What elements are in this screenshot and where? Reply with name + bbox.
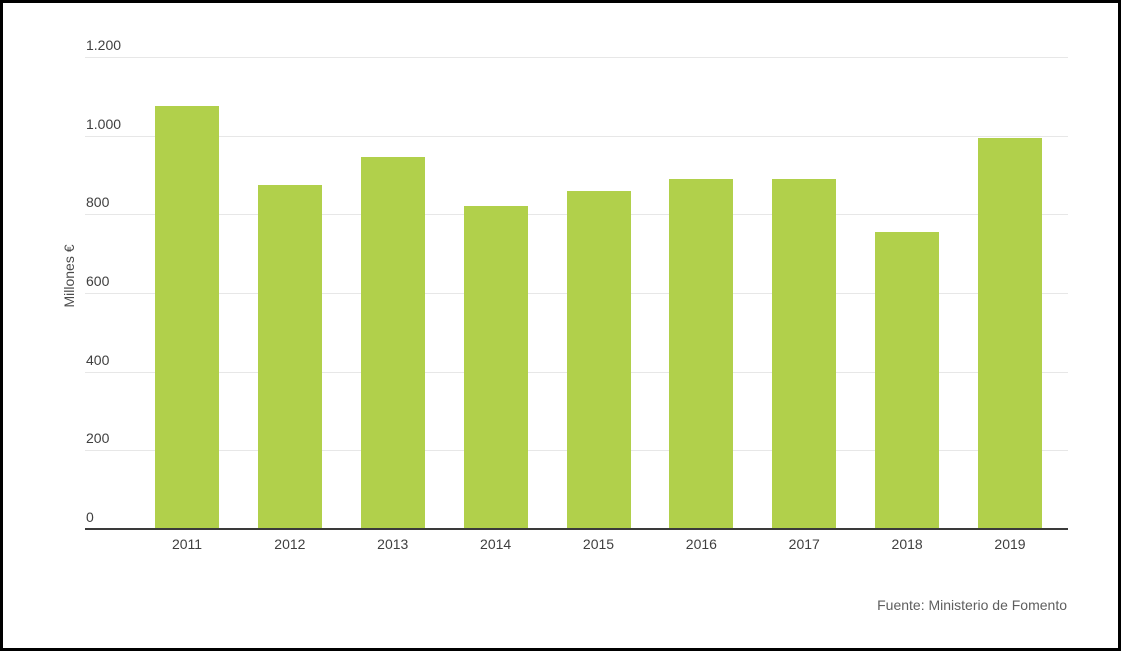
y-axis-tick-label: 200	[86, 430, 110, 447]
x-axis-tick-label: 2013	[377, 536, 409, 552]
y-axis-tick-label: 1.000	[86, 115, 122, 132]
x-axis-tick-label: 2014	[480, 536, 512, 552]
bar-2016	[669, 178, 734, 529]
bar-2019	[978, 137, 1042, 529]
bar-2018	[875, 232, 940, 529]
gridline	[85, 57, 1068, 58]
x-axis-tick-label: 2011	[171, 536, 203, 552]
x-axis-tick-label: 2012	[274, 536, 306, 552]
y-axis-tick-label: 0	[86, 509, 94, 525]
bar-2015	[566, 190, 631, 529]
x-axis-tick-label: 2015	[582, 536, 615, 552]
y-axis-tick-label: 1.200	[86, 37, 122, 53]
bar-2011	[155, 106, 219, 529]
gridline	[85, 135, 1068, 137]
x-axis-tick-label: 2017	[788, 536, 820, 552]
y-axis-tick-label: 800	[86, 194, 110, 211]
bar-2014	[463, 206, 528, 529]
y-axis-tick-label: 400	[86, 351, 110, 368]
y-axis-tick-label: 600	[86, 273, 110, 289]
x-axis-line	[85, 528, 1068, 530]
source-caption: Fuente: Ministerio de Fomento	[877, 597, 1067, 613]
x-axis-tick-label: 2018	[891, 536, 923, 552]
bar-2012	[257, 184, 322, 529]
bar-2017	[772, 178, 837, 529]
x-axis-tick-label: 2019	[994, 536, 1026, 552]
x-axis-tick-label: 2016	[685, 536, 717, 552]
bar-2013	[360, 157, 425, 529]
